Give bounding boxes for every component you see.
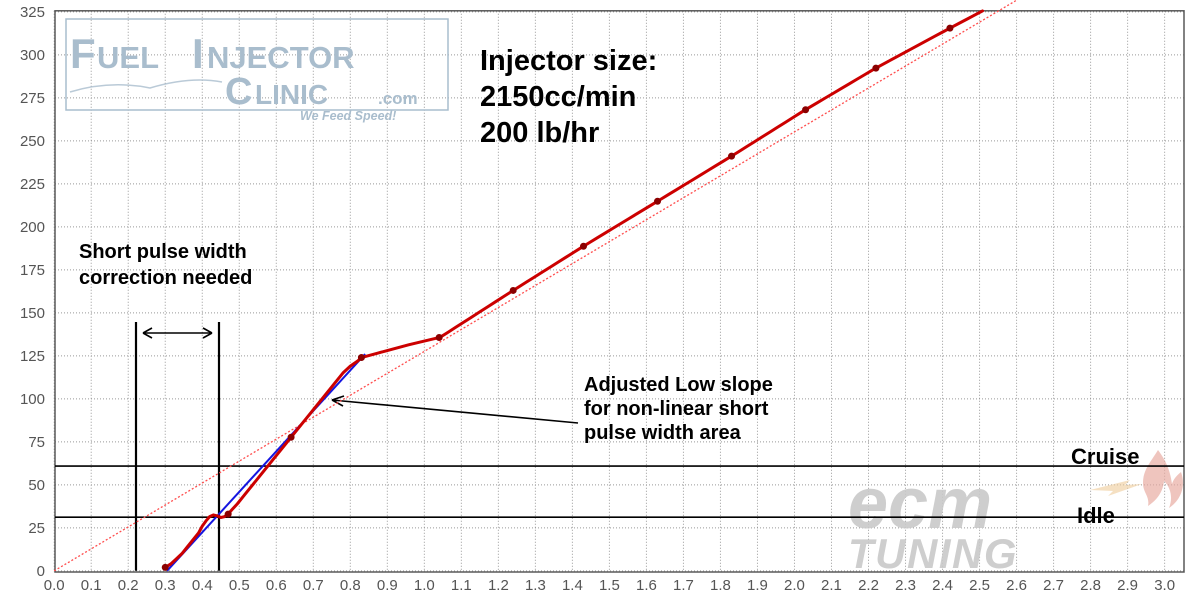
svg-text:0.7: 0.7 [303, 577, 324, 594]
svg-text:F: F [70, 30, 96, 77]
svg-text:1.1: 1.1 [451, 577, 472, 594]
svg-text:1.6: 1.6 [636, 577, 657, 594]
svg-text:I: I [192, 30, 204, 77]
svg-text:0.0: 0.0 [44, 577, 65, 594]
svg-text:2.0: 2.0 [784, 577, 805, 594]
svg-text:pulse width area: pulse width area [584, 422, 742, 444]
svg-text:NJECTOR: NJECTOR [207, 40, 355, 75]
svg-text:0.6: 0.6 [266, 577, 287, 594]
svg-text:C: C [225, 71, 252, 113]
svg-text:1.4: 1.4 [562, 577, 583, 594]
svg-text:for non-linear short: for non-linear short [584, 398, 769, 420]
svg-text:0.8: 0.8 [340, 577, 361, 594]
svg-text:1.8: 1.8 [710, 577, 731, 594]
svg-text:0.5: 0.5 [229, 577, 250, 594]
svg-text:LINIC: LINIC [255, 79, 328, 110]
svg-text:Injector size:: Injector size: [480, 45, 657, 77]
svg-text:2.6: 2.6 [1006, 577, 1027, 594]
svg-text:correction needed: correction needed [79, 267, 252, 289]
svg-text:2.5: 2.5 [969, 577, 990, 594]
svg-text:325: 325 [20, 4, 45, 21]
svg-text:50: 50 [28, 477, 45, 494]
svg-text:300: 300 [20, 47, 45, 64]
svg-text:3.0: 3.0 [1154, 577, 1175, 594]
svg-text:2.7: 2.7 [1043, 577, 1064, 594]
svg-text:Adjusted Low slope: Adjusted Low slope [584, 374, 773, 396]
svg-text:We Feed Speed!: We Feed Speed! [300, 109, 396, 123]
svg-text:TUNING: TUNING [848, 530, 1018, 577]
svg-text:2.9: 2.9 [1117, 577, 1138, 594]
svg-text:0.4: 0.4 [192, 577, 213, 594]
svg-text:125: 125 [20, 348, 45, 365]
svg-text:0.1: 0.1 [81, 577, 102, 594]
svg-text:2.1: 2.1 [821, 577, 842, 594]
svg-text:250: 250 [20, 133, 45, 150]
svg-text:Cruise: Cruise [1071, 444, 1139, 469]
svg-text:Idle: Idle [1077, 503, 1115, 528]
svg-text:0.9: 0.9 [377, 577, 398, 594]
svg-text:0.2: 0.2 [118, 577, 139, 594]
svg-text:1.7: 1.7 [673, 577, 694, 594]
svg-text:75: 75 [28, 434, 45, 451]
svg-text:1.0: 1.0 [414, 577, 435, 594]
svg-text:1.5: 1.5 [599, 577, 620, 594]
svg-text:UEL: UEL [97, 40, 159, 75]
svg-text:2150cc/min: 2150cc/min [480, 81, 636, 113]
svg-text:1.3: 1.3 [525, 577, 546, 594]
svg-text:200: 200 [20, 219, 45, 236]
svg-text:Short pulse width: Short pulse width [79, 241, 247, 263]
svg-text:2.2: 2.2 [858, 577, 879, 594]
svg-text:1.2: 1.2 [488, 577, 509, 594]
svg-text:2.4: 2.4 [932, 577, 953, 594]
svg-text:0.3: 0.3 [155, 577, 176, 594]
svg-text:.com: .com [378, 89, 418, 108]
svg-text:225: 225 [20, 176, 45, 193]
svg-text:175: 175 [20, 262, 45, 279]
svg-text:200 lb/hr: 200 lb/hr [480, 117, 599, 149]
svg-text:25: 25 [28, 520, 45, 537]
svg-text:150: 150 [20, 305, 45, 322]
svg-text:2.3: 2.3 [895, 577, 916, 594]
svg-text:2.8: 2.8 [1080, 577, 1101, 594]
svg-text:275: 275 [20, 90, 45, 107]
svg-text:1.9: 1.9 [747, 577, 768, 594]
svg-text:100: 100 [20, 391, 45, 408]
svg-text:0: 0 [37, 563, 45, 580]
